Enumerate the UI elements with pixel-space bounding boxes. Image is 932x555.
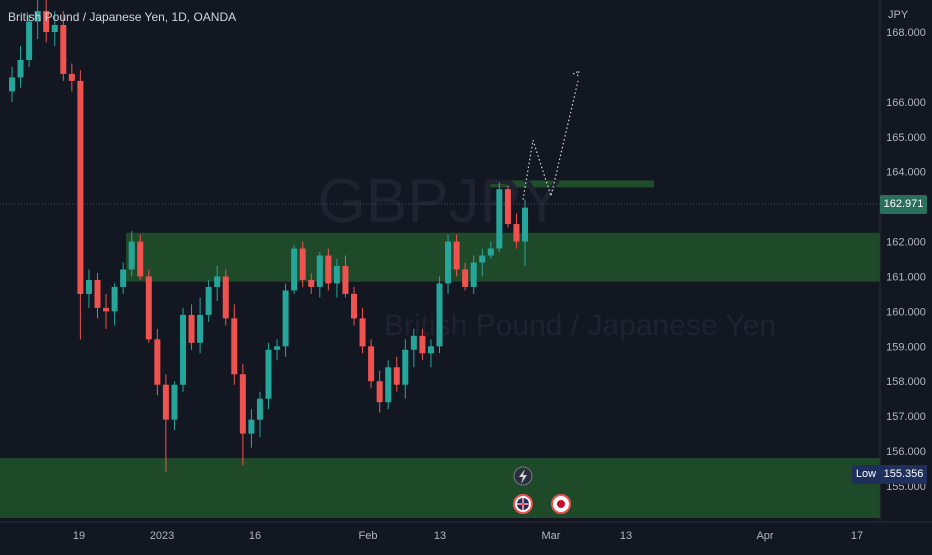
projection-arrowhead [572,69,580,79]
candle-body [51,25,58,32]
candle-body [34,11,41,22]
low-label: Low [852,465,880,484]
candle-body [453,241,460,270]
candle-body [231,318,238,375]
candle-body [479,255,486,263]
price-tick-label: 166.000 [886,97,926,109]
candle-body [171,384,178,420]
uk-flag-icon[interactable] [513,494,533,514]
candle-body [496,189,503,249]
candle-body [26,21,33,60]
price-tick-label: 161.000 [886,271,926,283]
price-tick-label: 162.000 [886,237,926,249]
candle-body [445,241,452,284]
candle-body [351,293,357,319]
price-tick-label: 159.000 [886,341,926,353]
watermark-name: British Pound / Japanese Yen [384,309,776,342]
candle-body [376,381,383,403]
last-price-label[interactable]: 162.971 [880,195,927,214]
candle-body [214,276,221,287]
candle-body [299,248,306,280]
candle-body [17,59,24,78]
candle-body [103,307,110,312]
price-tick-label: 160.000 [886,306,926,318]
candle-body [342,265,349,294]
time-tick-label: Apr [756,530,773,542]
candle-body [239,374,246,434]
candle-body [462,269,469,287]
candle-body [120,269,127,287]
candle-body [137,241,144,277]
candle-body [325,255,332,284]
price-tick-label: 155.000 [886,481,926,493]
price-tick-label: 168.000 [886,27,926,39]
watermark-ticker: GBPJPY [318,167,563,236]
price-tick-label: 164.000 [886,167,926,179]
low-zone [0,458,880,518]
candle-body [205,286,212,315]
candle-body [436,283,443,347]
time-tick-label: 19 [73,530,85,542]
candle-body [522,207,528,242]
candle-body [265,349,272,399]
candle-body [316,255,323,287]
candle-body [308,279,315,287]
support-zone [126,232,880,282]
candle-body [60,25,67,74]
time-tick-label: 17 [851,530,863,542]
candle-body [128,241,135,270]
candle-body [385,367,392,403]
candle-body [180,314,186,385]
candle-body [162,384,169,420]
candle-body [513,224,520,242]
candle-body [85,279,92,294]
candle-body [359,318,366,347]
candle-body [154,339,161,385]
candle-body [145,276,152,340]
candle-body [77,80,84,294]
symbol-title[interactable]: British Pound / Japanese Yen, 1D, OANDA [8,10,237,24]
price-tick-label: 157.000 [886,411,926,423]
candle-body [248,419,255,434]
japan-flag-icon[interactable] [551,494,571,514]
candle-body [427,346,434,354]
candle-body [111,286,118,312]
candle-body [333,265,340,284]
price-tick-label: 165.000 [886,132,926,144]
candle-body [94,279,101,308]
candle-body [274,346,281,350]
candle-body [504,189,511,225]
time-tick-label: Feb [359,530,378,542]
candle-body [282,290,289,347]
candle-body [222,276,229,319]
candle-body [68,73,75,81]
candle-body [256,398,263,420]
candle-body [43,11,50,32]
lightning-icon[interactable] [513,466,533,486]
candle-body [470,262,477,287]
resistance-zone [486,180,654,188]
time-tick-label: 13 [434,530,446,542]
candle-body [487,248,494,256]
candle-body [368,346,375,382]
candle-body [197,314,204,343]
candle-body [410,335,417,350]
price-tick-label: 156.000 [886,446,926,458]
time-tick-label: 16 [249,530,261,542]
time-tick-label: Mar [542,530,561,542]
time-tick-label: 2023 [150,530,174,542]
time-tick-label: 13 [620,530,632,542]
price-tick-label: 158.000 [886,376,926,388]
candle-body [402,349,409,385]
low-value: 155.356 [880,465,927,484]
candle-body [9,77,15,92]
candle-body [291,248,298,291]
candle-body [419,335,426,354]
candle-body [393,367,400,385]
candle-body [188,314,195,343]
currency-label: JPY [888,9,909,21]
